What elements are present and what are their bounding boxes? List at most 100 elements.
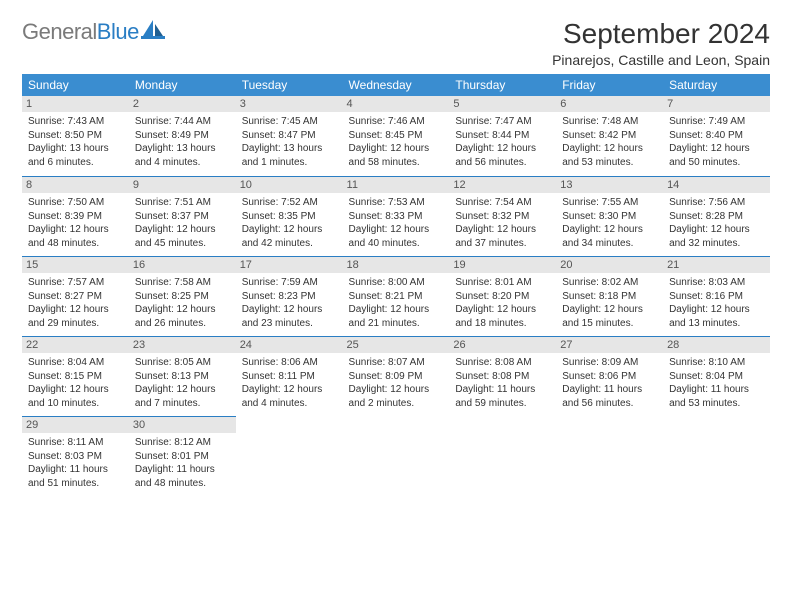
day-sunrise: Sunrise: 7:49 AM [669,115,764,129]
day-day2: and 51 minutes. [28,477,123,491]
day-sunrise: Sunrise: 7:44 AM [135,115,230,129]
day-number: 1 [22,96,129,112]
day-sunrise: Sunrise: 8:02 AM [562,276,657,290]
day-sunrise: Sunrise: 8:07 AM [349,356,444,370]
day-number: 13 [556,176,663,193]
day-sunrise: Sunrise: 7:51 AM [135,196,230,210]
calendar-cell: 25Sunrise: 8:07 AMSunset: 8:09 PMDayligh… [343,336,450,416]
location: Pinarejos, Castille and Leon, Spain [552,52,770,68]
day-day1: Daylight: 12 hours [135,223,230,237]
calendar-cell: 29Sunrise: 8:11 AMSunset: 8:03 PMDayligh… [22,416,129,496]
day-sunrise: Sunrise: 8:09 AM [562,356,657,370]
day-day2: and 45 minutes. [135,237,230,251]
day-day2: and 4 minutes. [242,397,337,411]
day-sunrise: Sunrise: 7:59 AM [242,276,337,290]
calendar-cell: 9Sunrise: 7:51 AMSunset: 8:37 PMDaylight… [129,176,236,256]
day-day2: and 53 minutes. [669,397,764,411]
calendar-cell: 27Sunrise: 8:09 AMSunset: 8:06 PMDayligh… [556,336,663,416]
calendar-row: 1Sunrise: 7:43 AMSunset: 8:50 PMDaylight… [22,96,770,176]
calendar-cell: 17Sunrise: 7:59 AMSunset: 8:23 PMDayligh… [236,256,343,336]
day-day2: and 1 minutes. [242,156,337,170]
weekday-header: Tuesday [236,74,343,96]
title-block: September 2024 Pinarejos, Castille and L… [552,18,770,68]
calendar-table: Sunday Monday Tuesday Wednesday Thursday… [22,74,770,496]
day-sunrise: Sunrise: 8:04 AM [28,356,123,370]
day-day2: and 29 minutes. [28,317,123,331]
day-sunrise: Sunrise: 7:46 AM [349,115,444,129]
day-sunset: Sunset: 8:18 PM [562,290,657,304]
calendar-cell: 14Sunrise: 7:56 AMSunset: 8:28 PMDayligh… [663,176,770,256]
day-day2: and 42 minutes. [242,237,337,251]
day-day2: and 56 minutes. [455,156,550,170]
day-day1: Daylight: 11 hours [669,383,764,397]
calendar-cell: 18Sunrise: 8:00 AMSunset: 8:21 PMDayligh… [343,256,450,336]
logo-text-1: General [22,19,97,44]
day-number: 2 [129,96,236,112]
day-number: 24 [236,336,343,353]
weekday-header: Saturday [663,74,770,96]
calendar-row: 15Sunrise: 7:57 AMSunset: 8:27 PMDayligh… [22,256,770,336]
day-sunrise: Sunrise: 8:06 AM [242,356,337,370]
day-sunset: Sunset: 8:08 PM [455,370,550,384]
sail-icon [141,18,167,45]
day-sunset: Sunset: 8:50 PM [28,129,123,143]
calendar-cell: 11Sunrise: 7:53 AMSunset: 8:33 PMDayligh… [343,176,450,256]
day-sunset: Sunset: 8:42 PM [562,129,657,143]
day-sunrise: Sunrise: 8:03 AM [669,276,764,290]
weekday-header: Sunday [22,74,129,96]
day-number: 7 [663,96,770,112]
day-day1: Daylight: 12 hours [455,142,550,156]
day-number: 11 [343,176,450,193]
calendar-cell [449,416,556,496]
day-sunset: Sunset: 8:11 PM [242,370,337,384]
day-sunset: Sunset: 8:39 PM [28,210,123,224]
page-title: September 2024 [552,18,770,50]
calendar-cell: 5Sunrise: 7:47 AMSunset: 8:44 PMDaylight… [449,96,556,176]
day-day2: and 34 minutes. [562,237,657,251]
calendar-cell: 3Sunrise: 7:45 AMSunset: 8:47 PMDaylight… [236,96,343,176]
day-sunrise: Sunrise: 8:08 AM [455,356,550,370]
day-sunset: Sunset: 8:47 PM [242,129,337,143]
day-sunset: Sunset: 8:20 PM [455,290,550,304]
calendar-cell [236,416,343,496]
day-sunset: Sunset: 8:23 PM [242,290,337,304]
day-day2: and 56 minutes. [562,397,657,411]
logo: GeneralBlue [22,18,167,45]
day-sunrise: Sunrise: 7:53 AM [349,196,444,210]
day-day1: Daylight: 12 hours [349,142,444,156]
day-number: 15 [22,256,129,273]
calendar-cell: 8Sunrise: 7:50 AMSunset: 8:39 PMDaylight… [22,176,129,256]
weekday-header: Friday [556,74,663,96]
day-day2: and 18 minutes. [455,317,550,331]
calendar-cell: 20Sunrise: 8:02 AMSunset: 8:18 PMDayligh… [556,256,663,336]
day-sunset: Sunset: 8:27 PM [28,290,123,304]
day-sunset: Sunset: 8:06 PM [562,370,657,384]
day-day1: Daylight: 12 hours [669,223,764,237]
day-day1: Daylight: 12 hours [242,223,337,237]
day-sunrise: Sunrise: 8:10 AM [669,356,764,370]
day-day1: Daylight: 11 hours [455,383,550,397]
header: GeneralBlue September 2024 Pinarejos, Ca… [22,18,770,68]
calendar-cell: 13Sunrise: 7:55 AMSunset: 8:30 PMDayligh… [556,176,663,256]
day-day1: Daylight: 12 hours [28,303,123,317]
day-day1: Daylight: 11 hours [28,463,123,477]
day-sunset: Sunset: 8:49 PM [135,129,230,143]
day-day2: and 13 minutes. [669,317,764,331]
day-number: 21 [663,256,770,273]
calendar-cell: 4Sunrise: 7:46 AMSunset: 8:45 PMDaylight… [343,96,450,176]
calendar-cell: 16Sunrise: 7:58 AMSunset: 8:25 PMDayligh… [129,256,236,336]
day-day1: Daylight: 12 hours [349,223,444,237]
day-number: 22 [22,336,129,353]
day-day2: and 58 minutes. [349,156,444,170]
day-day1: Daylight: 12 hours [562,142,657,156]
day-sunset: Sunset: 8:25 PM [135,290,230,304]
day-day1: Daylight: 12 hours [349,303,444,317]
calendar-cell [663,416,770,496]
day-day2: and 21 minutes. [349,317,444,331]
day-sunset: Sunset: 8:16 PM [669,290,764,304]
day-number: 5 [449,96,556,112]
day-day1: Daylight: 12 hours [135,303,230,317]
day-day1: Daylight: 12 hours [455,303,550,317]
logo-text: GeneralBlue [22,19,139,45]
weekday-header: Monday [129,74,236,96]
